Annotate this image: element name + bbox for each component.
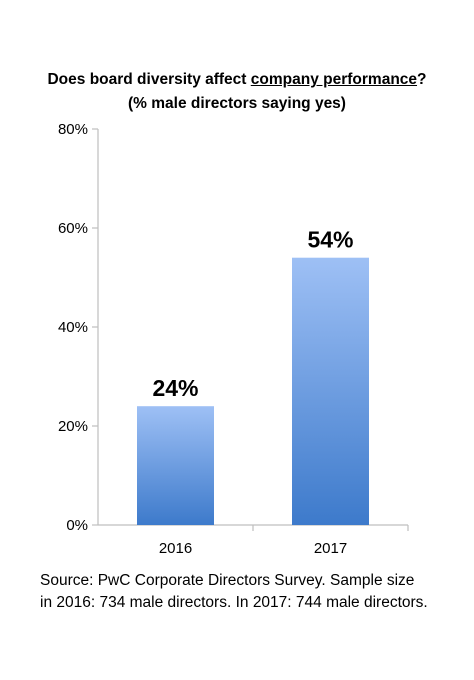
x-tick-label: 2016 xyxy=(159,540,192,557)
axes: 0% 20% 40% 60% 80% xyxy=(58,121,409,534)
source-line-2: in 2016: 734 male directors. In 2017: 74… xyxy=(40,594,428,611)
title-suffix: ? xyxy=(417,71,427,88)
data-label: 54% xyxy=(307,227,353,253)
title-emphasis: company performance xyxy=(250,71,418,88)
y-tick-label: 80% xyxy=(58,121,88,138)
bar-2016 xyxy=(137,406,214,525)
y-tick-label: 0% xyxy=(66,517,88,534)
chart-title-line-1: Does board diversity affect company perf… xyxy=(0,68,474,92)
source-note: Source: PwC Corporate Directors Survey. … xyxy=(40,570,460,614)
y-tick-label: 20% xyxy=(58,418,88,435)
data-label: 24% xyxy=(152,375,198,401)
bars xyxy=(137,257,369,525)
title-prefix: Does board diversity affect xyxy=(47,71,251,88)
labels: 2016 24% 2017 54% xyxy=(152,227,353,557)
y-tick-label: 60% xyxy=(58,220,88,237)
y-tick-label: 40% xyxy=(58,319,88,336)
bar-2017 xyxy=(292,257,369,525)
chart-title-line-2: (% male directors saying yes) xyxy=(128,95,346,112)
x-tick-label: 2017 xyxy=(314,540,347,557)
chart-title: Does board diversity affect company perf… xyxy=(0,68,474,116)
source-line-1: Source: PwC Corporate Directors Survey. … xyxy=(40,572,415,589)
